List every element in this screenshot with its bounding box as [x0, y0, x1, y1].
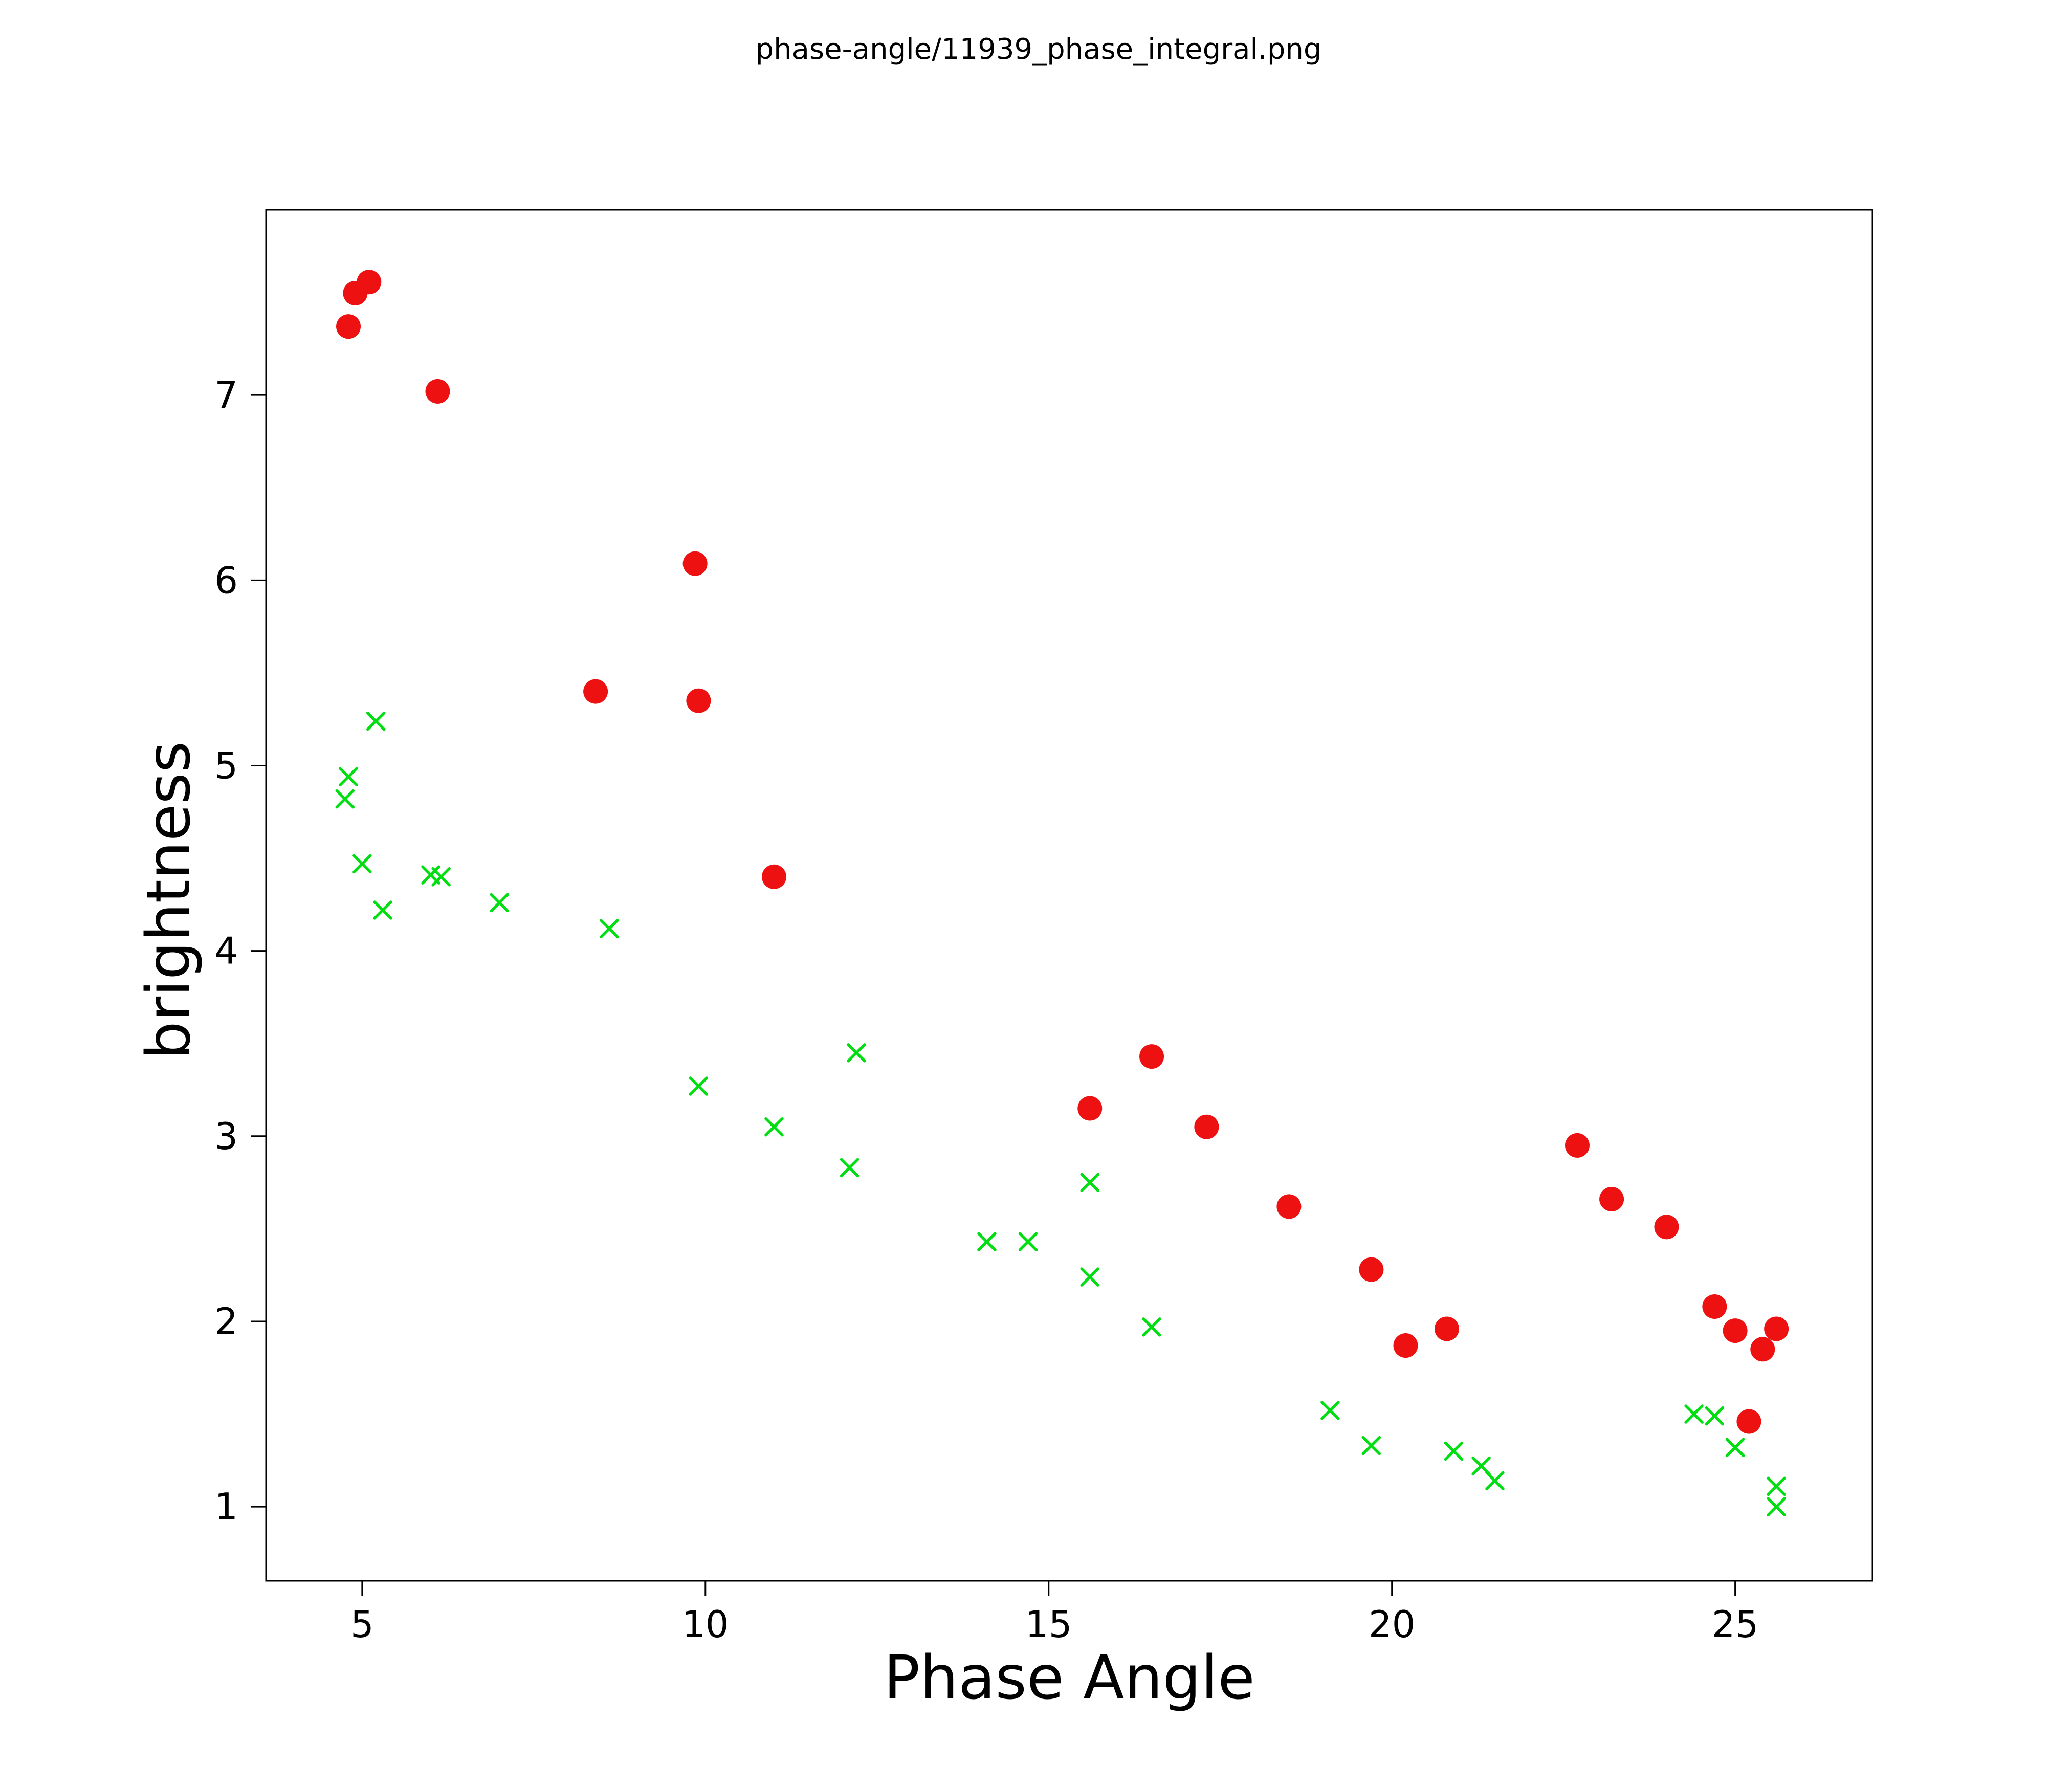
plot-area: 5 10 15 20 25 1 2 3 4 5 6 7	[214, 209, 1873, 1646]
data-point-green-crosses	[1485, 1471, 1505, 1491]
x-tick-label: 10	[682, 1603, 729, 1646]
data-point-red-circles	[1359, 1257, 1384, 1282]
data-point-green-crosses	[1684, 1404, 1704, 1424]
data-point-red-circles	[1077, 1096, 1103, 1121]
data-point-green-crosses	[431, 867, 451, 887]
data-point-green-crosses	[373, 900, 392, 920]
data-point-red-circles	[1599, 1186, 1624, 1211]
data-point-red-circles	[1564, 1133, 1590, 1158]
y-tick-label: 7	[214, 373, 238, 416]
data-point-green-crosses	[689, 1076, 709, 1096]
x-axis-label: Phase Angle	[884, 1642, 1255, 1713]
data-point-green-crosses	[1320, 1401, 1340, 1420]
data-point-red-circles	[761, 864, 786, 889]
data-point-green-crosses	[366, 711, 386, 731]
data-point-red-circles	[425, 379, 450, 404]
x-tick-label: 20	[1369, 1603, 1416, 1646]
data-point-red-circles	[1194, 1114, 1219, 1139]
x-tick-label: 5	[350, 1603, 374, 1646]
data-point-red-circles	[357, 270, 382, 295]
data-point-red-circles	[583, 679, 608, 704]
chart-title: phase-angle/11939_phase_integral.png	[756, 33, 1322, 66]
data-point-green-crosses	[1080, 1267, 1100, 1287]
data-point-red-circles	[1393, 1333, 1418, 1358]
y-tick-label: 1	[214, 1485, 238, 1528]
data-point-green-crosses	[764, 1117, 784, 1137]
data-point-green-crosses	[335, 789, 355, 809]
y-tick-label: 4	[214, 930, 238, 973]
data-point-green-crosses	[840, 1158, 859, 1178]
data-point-red-circles	[1654, 1215, 1679, 1240]
data-point-red-circles	[1764, 1316, 1789, 1341]
y-tick-label: 6	[214, 559, 238, 602]
plot-border	[265, 209, 1873, 1582]
data-point-green-crosses	[1767, 1497, 1786, 1516]
data-point-red-circles	[1702, 1294, 1727, 1319]
data-point-green-crosses	[1080, 1173, 1100, 1193]
data-point-red-circles	[336, 314, 361, 339]
data-point-green-crosses	[352, 854, 372, 874]
y-axis-label: brightness	[133, 741, 204, 1060]
data-point-green-crosses	[339, 767, 358, 786]
data-point-red-circles	[1435, 1316, 1460, 1341]
data-point-red-circles	[682, 551, 708, 576]
x-tick-label: 15	[1025, 1603, 1072, 1646]
data-point-green-crosses	[977, 1232, 997, 1251]
data-point-green-crosses	[847, 1043, 866, 1063]
data-point-green-crosses	[1444, 1441, 1464, 1461]
data-point-green-crosses	[1361, 1436, 1381, 1455]
data-point-red-circles	[1276, 1194, 1302, 1219]
y-tick-label: 5	[214, 744, 238, 787]
data-point-red-circles	[1750, 1337, 1775, 1362]
data-point-green-crosses	[1767, 1476, 1786, 1496]
data-point-red-circles	[1723, 1318, 1748, 1343]
data-point-green-crosses	[1705, 1406, 1725, 1426]
data-point-red-circles	[686, 688, 711, 713]
data-point-green-crosses	[1725, 1438, 1745, 1457]
data-point-green-crosses	[1018, 1232, 1038, 1251]
data-point-red-circles	[1139, 1044, 1164, 1069]
data-point-green-crosses	[1142, 1317, 1161, 1337]
y-tick-label: 2	[214, 1300, 238, 1343]
y-tick-label: 3	[214, 1115, 238, 1158]
x-tick-label: 25	[1712, 1603, 1759, 1646]
data-point-red-circles	[1736, 1409, 1761, 1434]
data-point-green-crosses	[490, 893, 509, 913]
data-point-green-crosses	[600, 919, 619, 938]
